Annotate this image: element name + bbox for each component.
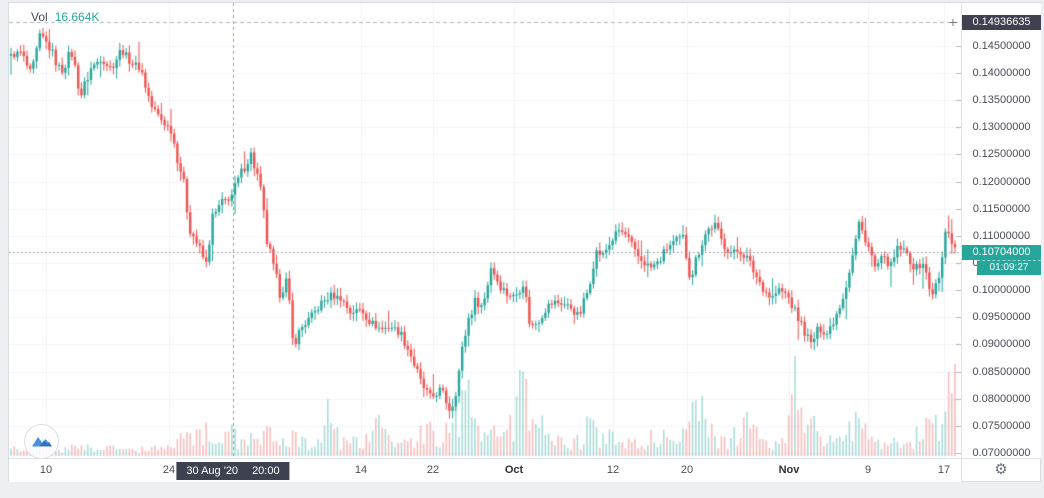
time-axis-label: Nov [778,464,800,476]
crosshair-date-label: 30 Aug '20 20:00 [176,462,290,480]
price-axis-label: 0.11500000 [972,202,1031,215]
price-axis-label: 0.08000000 [972,392,1031,405]
price-axis-label: 0.14000000 [972,67,1031,80]
price-axis-label: 0.09000000 [972,338,1031,351]
time-axis-label: 10 [39,464,53,476]
price-axis[interactable]: 0.14936635 0.10704000 01:09:27 0.1450000… [961,3,1041,459]
crosshair-time: 20:00 [252,465,280,477]
price-axis-label: 0.07500000 [972,419,1031,432]
last-price-label: 0.10704000 [962,244,1041,260]
price-level-plus-button[interactable]: + [948,14,958,31]
price-axis-label: 0.08500000 [972,365,1031,378]
candle-countdown: 01:09:27 [977,259,1041,275]
high-price-label[interactable]: 0.14936635 [962,15,1041,31]
price-axis-label: 0.11000000 [972,229,1031,242]
price-axis-label: 0.13000000 [972,121,1031,134]
time-axis-label: 22 [426,464,440,476]
price-axis-label: 0.14500000 [972,39,1031,52]
price-axis-label: 0.12000000 [972,175,1031,188]
price-axis-label: 0.09500000 [972,311,1031,324]
axis-settings-corner: ⚙ [961,458,1040,481]
price-axis-label: 0.07000000 [972,447,1031,459]
time-axis-label: 20 [680,464,694,476]
price-axis-label: 0.13500000 [972,94,1031,107]
gear-icon[interactable]: ⚙ [994,461,1008,478]
time-axis-label: 9 [864,464,872,476]
price-axis-label: 0.12500000 [972,148,1031,161]
time-axis[interactable]: 30 Aug '20 20:00 10 24 14 22 Oct 12 20 Nov 9 17 [9,458,961,482]
mountain-logo-icon[interactable] [23,423,60,460]
time-axis-label: 17 [937,464,951,476]
time-axis-label: Oct [504,464,524,476]
time-axis-label: 14 [354,464,368,476]
price-axis-label: 0.10000000 [972,284,1031,297]
time-axis-label: 24 [162,464,176,476]
candlestick-chart[interactable] [9,3,961,458]
crosshair-date: 30 Aug '20 [186,465,239,477]
chart-widget: Vol 16.664K + 0.14936635 0.10704000 01:09… [8,2,1041,482]
time-axis-label: 12 [606,464,620,476]
